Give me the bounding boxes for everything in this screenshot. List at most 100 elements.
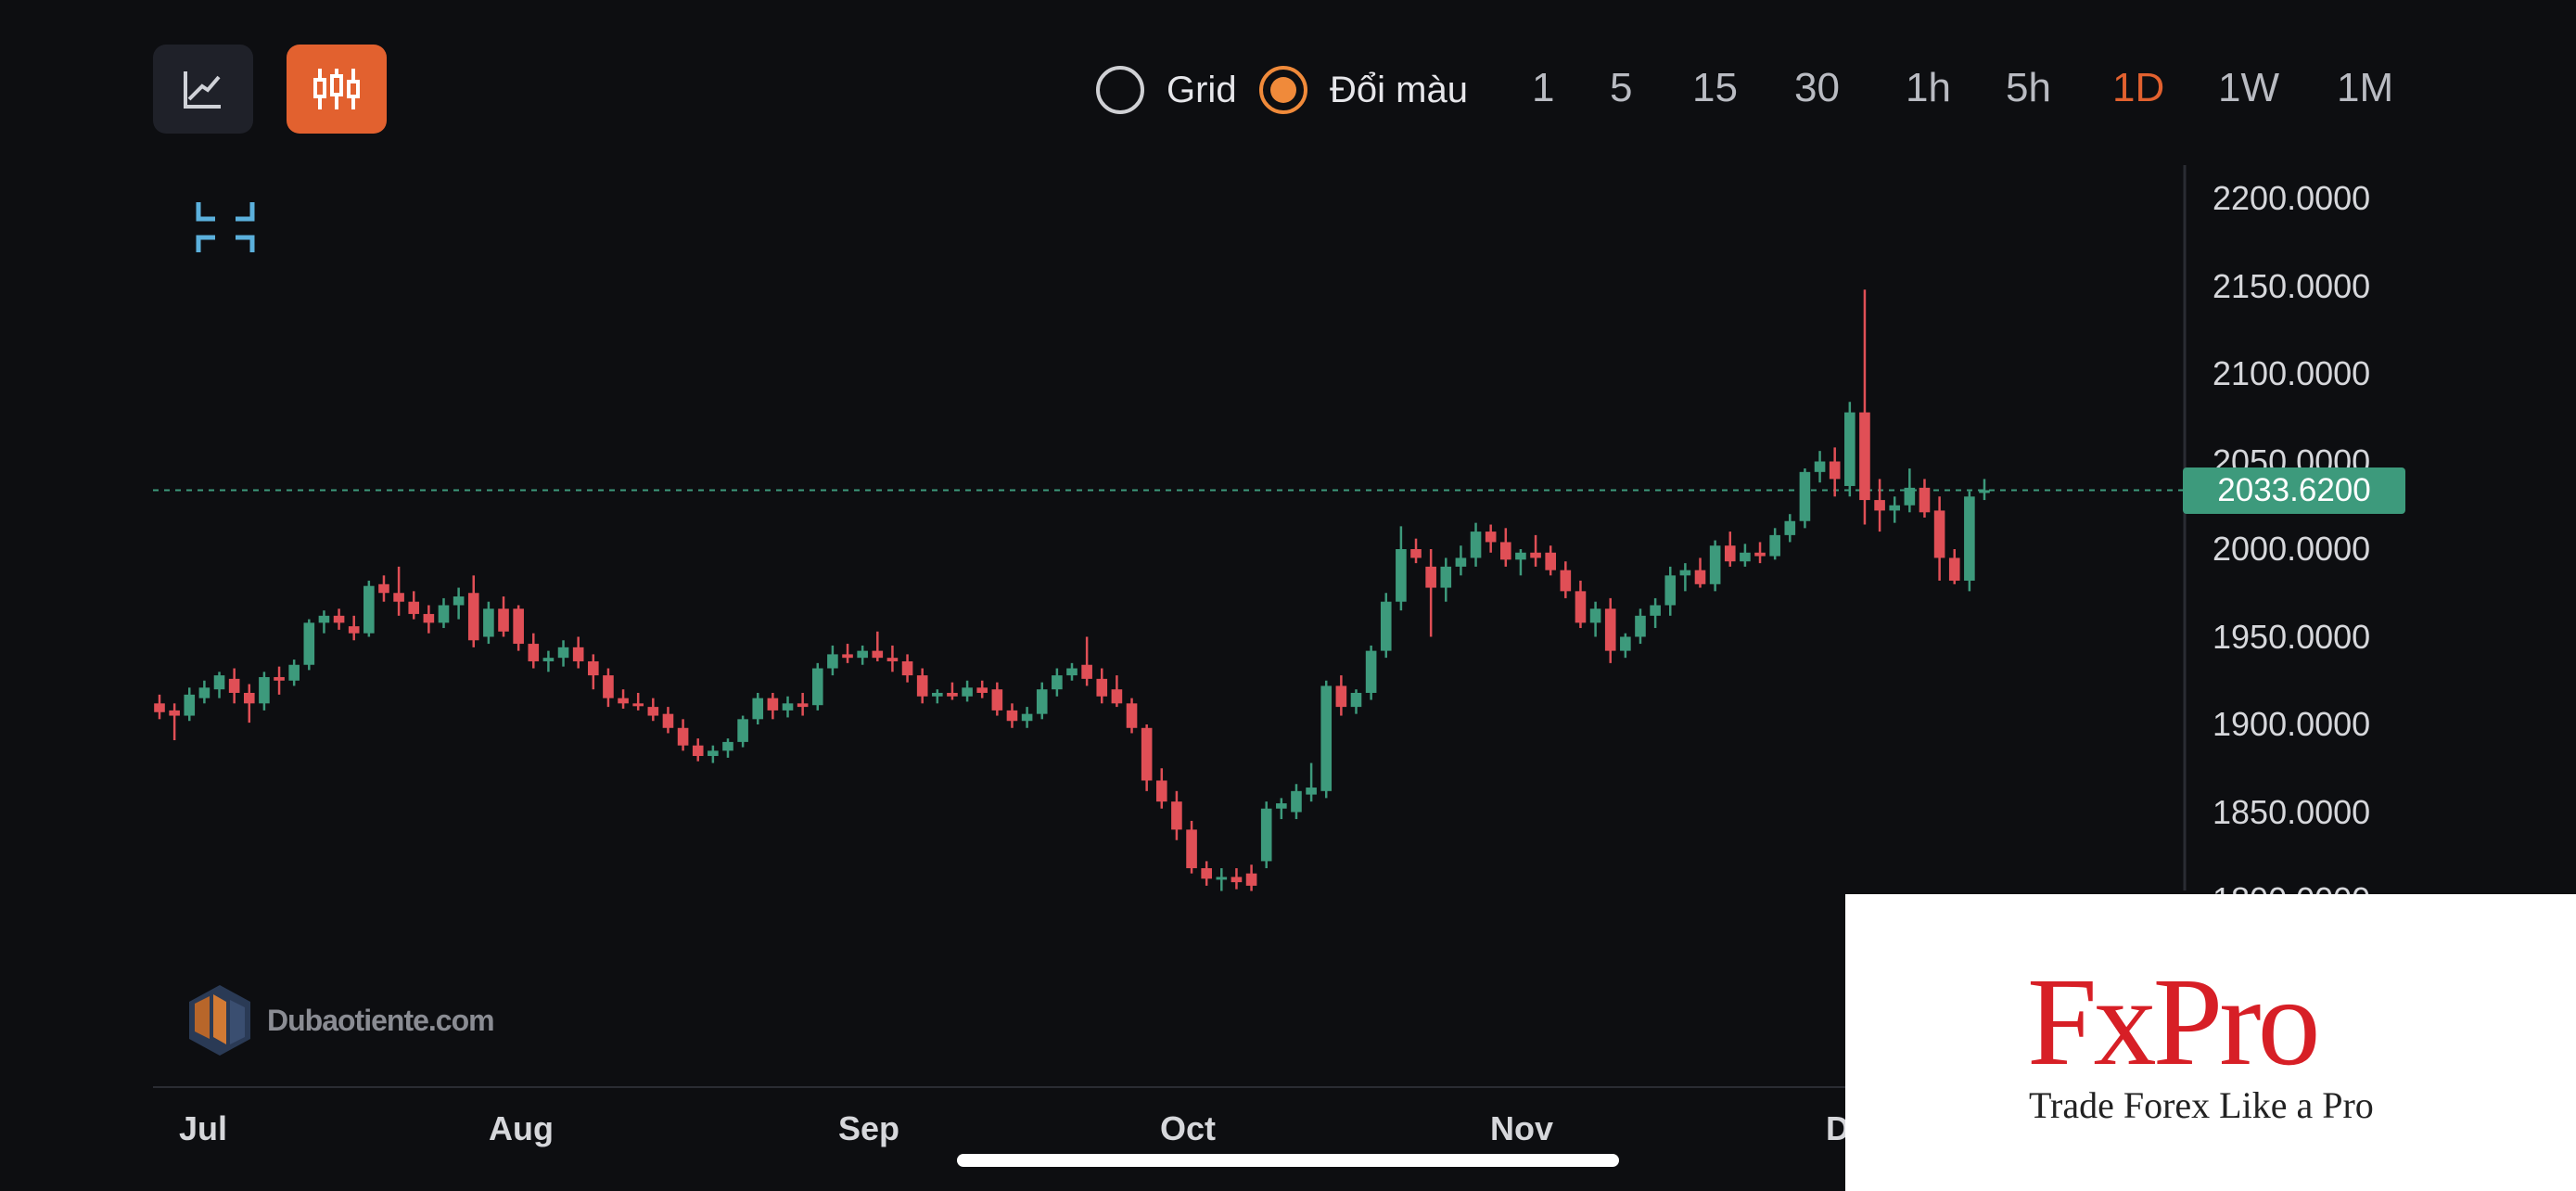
candle-body xyxy=(662,713,674,728)
candle-body xyxy=(1575,591,1587,623)
timeframe-1[interactable]: 1 xyxy=(1532,65,1555,110)
candle-body xyxy=(1021,713,1033,722)
candle-body xyxy=(947,692,958,697)
candle-body xyxy=(1635,615,1646,637)
candle-body xyxy=(1904,487,1916,506)
current-price-tag: 2033.6200 xyxy=(2183,467,2405,514)
candle-body xyxy=(318,615,330,623)
line-chart-button[interactable] xyxy=(153,45,253,134)
candle-body xyxy=(378,583,389,594)
candle-body xyxy=(1052,675,1063,690)
candle-body xyxy=(1694,570,1706,584)
timeframe-30[interactable]: 30 xyxy=(1794,65,1840,110)
candle-body xyxy=(901,660,913,676)
timeframe-15[interactable]: 15 xyxy=(1692,65,1738,110)
candle-body xyxy=(1455,557,1467,567)
candle-body xyxy=(1260,808,1272,862)
candle-body xyxy=(1829,461,1841,480)
candle-body xyxy=(932,692,943,697)
candle-body xyxy=(1889,505,1901,511)
grid-radio[interactable] xyxy=(1096,66,1144,114)
candle-body xyxy=(1784,520,1796,535)
x-tick: Jul xyxy=(178,1109,228,1147)
candle-body xyxy=(976,687,988,693)
x-tick: Sep xyxy=(837,1109,900,1147)
candle-body xyxy=(274,676,285,681)
candle-body xyxy=(767,698,779,711)
candle-body xyxy=(886,658,899,661)
timeframe-5[interactable]: 5 xyxy=(1610,65,1633,110)
color-label: Đổi màu xyxy=(1330,69,1468,110)
y-tick: 2100.0000 xyxy=(2213,354,2371,392)
candle-body xyxy=(708,750,719,757)
candle-body xyxy=(1769,534,1780,557)
candle-body xyxy=(872,650,884,659)
watermark: Dubaotiente.com xyxy=(185,983,495,1057)
y-tick: 1850.0000 xyxy=(2213,793,2371,831)
candle-body xyxy=(1410,549,1422,558)
color-radio[interactable] xyxy=(1259,66,1307,114)
timeframe-1d[interactable]: 1D xyxy=(2112,65,2165,110)
candle-body xyxy=(1216,877,1228,880)
candle-body xyxy=(1859,412,1870,501)
x-tick: Nov xyxy=(1489,1109,1554,1147)
candle-body xyxy=(1724,545,1736,562)
candle-body xyxy=(752,698,764,720)
candle-body xyxy=(1740,552,1751,562)
candle-body xyxy=(1201,867,1212,879)
candle-body xyxy=(1276,803,1287,809)
candle-body xyxy=(483,608,494,637)
candle-body xyxy=(542,658,555,661)
timeframe-5h[interactable]: 5h xyxy=(2006,65,2051,110)
candle-body xyxy=(348,626,360,634)
candle-body xyxy=(1933,510,1945,558)
line-chart-icon xyxy=(184,71,221,109)
candle-body xyxy=(1081,664,1092,679)
candle-body xyxy=(962,687,973,697)
y-tick: 1900.0000 xyxy=(2213,705,2371,743)
candle-body xyxy=(1306,788,1317,795)
candle-body xyxy=(632,703,644,707)
candle-body xyxy=(737,719,748,742)
ad-brand: FxPro xyxy=(2027,953,2321,1092)
candle-body xyxy=(1919,487,1931,513)
candle-body xyxy=(1814,461,1826,472)
candle-body xyxy=(467,593,479,641)
candle-body xyxy=(243,692,255,704)
candle-body xyxy=(453,596,465,606)
candle-body xyxy=(1320,685,1333,791)
candle-body xyxy=(1141,727,1153,781)
color-toggle[interactable]: Đổi màu xyxy=(1259,58,1468,122)
dubaotiente-logo-icon xyxy=(189,985,250,1056)
candle-body xyxy=(916,675,928,697)
candle-body xyxy=(1186,829,1197,868)
candle-body xyxy=(198,687,210,698)
timeframe-1w[interactable]: 1W xyxy=(2218,65,2279,110)
candle-body xyxy=(184,694,196,716)
candle-body xyxy=(1111,689,1123,704)
candle-body xyxy=(857,650,868,659)
grid-label: Grid xyxy=(1167,69,1237,110)
candle-body xyxy=(1679,570,1691,576)
timeframe-1h[interactable]: 1h xyxy=(1906,65,1951,110)
y-tick: 2150.0000 xyxy=(2213,267,2371,305)
timeframe-1m[interactable]: 1M xyxy=(2337,65,2394,110)
candle-body xyxy=(1036,689,1048,714)
fxpro-ad-banner[interactable]: FxPro Trade Forex Like a Pro xyxy=(1845,894,2576,1191)
candle-body xyxy=(169,710,180,716)
candle-body xyxy=(692,745,704,757)
candle-body xyxy=(603,675,614,698)
candle-body xyxy=(393,593,404,602)
home-indicator[interactable] xyxy=(957,1154,1619,1167)
candle-body xyxy=(228,678,240,693)
watermark-text: Dubaotiente.com xyxy=(267,1003,495,1037)
candle-body xyxy=(677,727,689,746)
candle-body xyxy=(557,647,569,659)
candle-body xyxy=(842,654,853,659)
candlestick-button[interactable] xyxy=(287,45,387,134)
candle-body xyxy=(1365,650,1377,693)
grid-toggle[interactable]: Grid xyxy=(1096,58,1237,122)
collapse-icon[interactable] xyxy=(196,202,255,252)
candle-body xyxy=(1948,557,1960,582)
